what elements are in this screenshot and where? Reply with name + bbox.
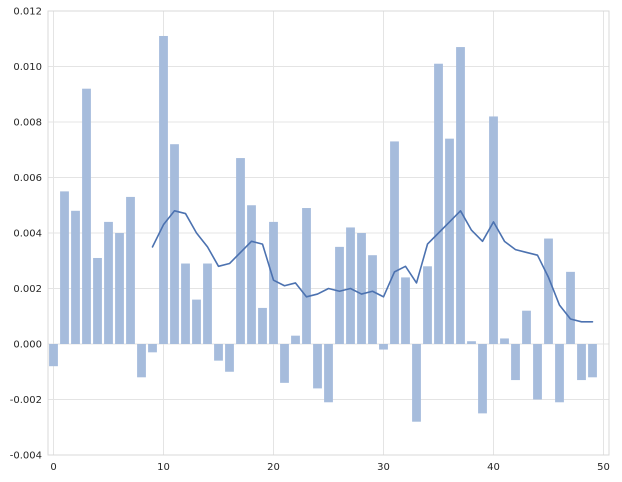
bar xyxy=(60,191,69,344)
bar xyxy=(49,344,58,367)
bar xyxy=(170,144,179,344)
y-axis-tick-label: 0.006 xyxy=(13,173,42,184)
x-axis-tick-label: 50 xyxy=(597,462,610,473)
y-axis-tick-label: -0.002 xyxy=(10,395,42,406)
x-axis-tick-label: 0 xyxy=(50,462,56,473)
bar xyxy=(115,233,124,344)
x-axis-tick-label: 40 xyxy=(487,462,500,473)
bar xyxy=(148,344,157,353)
bar xyxy=(324,344,333,403)
bar xyxy=(390,141,399,344)
bar xyxy=(467,341,476,344)
bar xyxy=(236,158,245,344)
bar xyxy=(225,344,234,372)
bar xyxy=(313,344,322,389)
bar xyxy=(533,344,542,400)
bar xyxy=(456,47,465,344)
bar xyxy=(401,277,410,344)
bar xyxy=(104,221,113,344)
bar xyxy=(247,205,256,344)
x-axis-tick-label: 10 xyxy=(157,462,170,473)
bar xyxy=(335,246,344,344)
y-axis-tick-label: 0.000 xyxy=(13,340,42,351)
bar xyxy=(181,263,190,344)
bar xyxy=(489,116,498,344)
bar xyxy=(192,299,201,344)
bar xyxy=(522,310,531,344)
bar xyxy=(379,344,388,350)
bar xyxy=(544,238,553,344)
bar xyxy=(214,344,223,361)
bar xyxy=(71,210,80,344)
trend-line xyxy=(151,210,594,323)
y-axis-tick-label: 0.004 xyxy=(13,229,42,240)
bar xyxy=(203,263,212,344)
bar xyxy=(291,335,300,344)
bar xyxy=(346,227,355,344)
bar xyxy=(126,196,135,344)
bar xyxy=(423,266,432,344)
bar xyxy=(82,88,91,344)
bar xyxy=(566,271,575,344)
bar xyxy=(357,233,366,344)
bar xyxy=(434,63,443,344)
bar xyxy=(478,344,487,414)
bar xyxy=(588,344,597,378)
bar xyxy=(412,344,421,422)
bar xyxy=(269,221,278,344)
bar xyxy=(159,35,168,344)
plot-border xyxy=(47,10,610,456)
bar xyxy=(500,338,509,344)
bar xyxy=(93,257,102,344)
x-axis-tick-label: 30 xyxy=(377,462,390,473)
y-axis-tick-label: -0.004 xyxy=(10,451,42,462)
bar xyxy=(445,138,454,344)
bar xyxy=(368,255,377,344)
bar xyxy=(555,344,564,403)
bar xyxy=(137,344,146,378)
bar xyxy=(302,208,311,344)
bar xyxy=(511,344,520,381)
y-axis-tick-label: 0.012 xyxy=(13,7,42,18)
bar xyxy=(258,307,267,344)
bar xyxy=(280,344,289,383)
x-axis-tick-label: 20 xyxy=(267,462,280,473)
y-axis-tick-label: 0.002 xyxy=(13,284,42,295)
y-axis-tick-label: 0.010 xyxy=(13,62,42,73)
y-axis-tick-label: 0.008 xyxy=(13,118,42,129)
bar xyxy=(577,344,586,381)
